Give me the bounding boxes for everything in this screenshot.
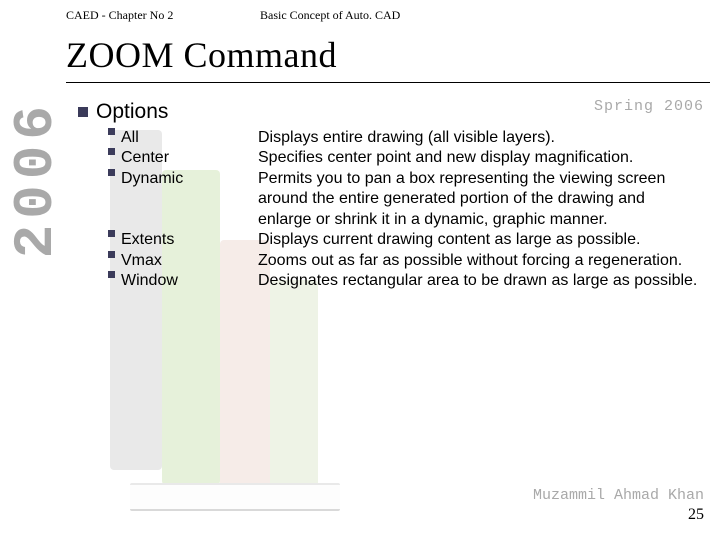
book-spine xyxy=(270,280,318,505)
option-row: Center Specifies center point and new dis… xyxy=(108,148,710,168)
option-row: Dynamic Permits you to pan a box represen… xyxy=(108,169,710,230)
title-rule xyxy=(66,82,710,83)
slide-footer: Muzammil Ahmad Khan 25 xyxy=(533,487,704,524)
bullet-icon xyxy=(108,169,115,176)
header-mid: Basic Concept of Auto. CAD xyxy=(260,8,400,23)
side-year: 2006 xyxy=(4,100,68,258)
slide: CAED - Chapter No 2 Basic Concept of Aut… xyxy=(0,0,720,540)
option-desc: Designates rectangular area to be drawn … xyxy=(258,271,710,291)
option-name: Center xyxy=(121,148,169,168)
option-desc: Specifies center point and new display m… xyxy=(258,148,710,168)
option-desc: Displays current drawing content as larg… xyxy=(258,230,710,250)
option-name-cell: Extents xyxy=(108,230,258,250)
option-row: Extents Displays current drawing content … xyxy=(108,230,710,250)
header-left: CAED - Chapter No 2 xyxy=(66,8,173,23)
option-name-cell: Center xyxy=(108,148,258,168)
option-name-cell: All xyxy=(108,128,258,148)
content-area: Options All Displays entire drawing (all … xyxy=(78,100,710,292)
bullet-icon xyxy=(108,128,115,135)
footer-page-number: 25 xyxy=(533,505,704,524)
bullet-icon xyxy=(108,271,115,278)
bullet-icon xyxy=(108,230,115,237)
book-pages xyxy=(130,483,340,511)
bullet-icon xyxy=(108,148,115,155)
option-name: Dynamic xyxy=(121,169,183,189)
option-name-cell: Window xyxy=(108,271,258,291)
option-desc: Displays entire drawing (all visible lay… xyxy=(258,128,710,148)
option-name: Window xyxy=(121,271,178,291)
option-name: All xyxy=(121,128,139,148)
option-name: Vmax xyxy=(121,251,162,271)
slide-title: ZOOM Command xyxy=(66,34,337,76)
option-row: Window Designates rectangular area to be … xyxy=(108,271,710,291)
footer-author: Muzammil Ahmad Khan xyxy=(533,487,704,505)
bullet-icon xyxy=(78,107,88,117)
bullet-icon xyxy=(108,251,115,258)
options-label: Options xyxy=(96,100,168,123)
options-list: All Displays entire drawing (all visible … xyxy=(78,128,710,292)
options-heading: Options xyxy=(78,100,710,124)
option-row: All Displays entire drawing (all visible … xyxy=(108,128,710,148)
option-desc: Zooms out as far as possible without for… xyxy=(258,251,710,271)
option-name-cell: Dynamic xyxy=(108,169,258,189)
option-row: Vmax Zooms out as far as possible without… xyxy=(108,251,710,271)
option-desc: Permits you to pan a box representing th… xyxy=(258,169,710,230)
option-name-cell: Vmax xyxy=(108,251,258,271)
option-name: Extents xyxy=(121,230,174,250)
